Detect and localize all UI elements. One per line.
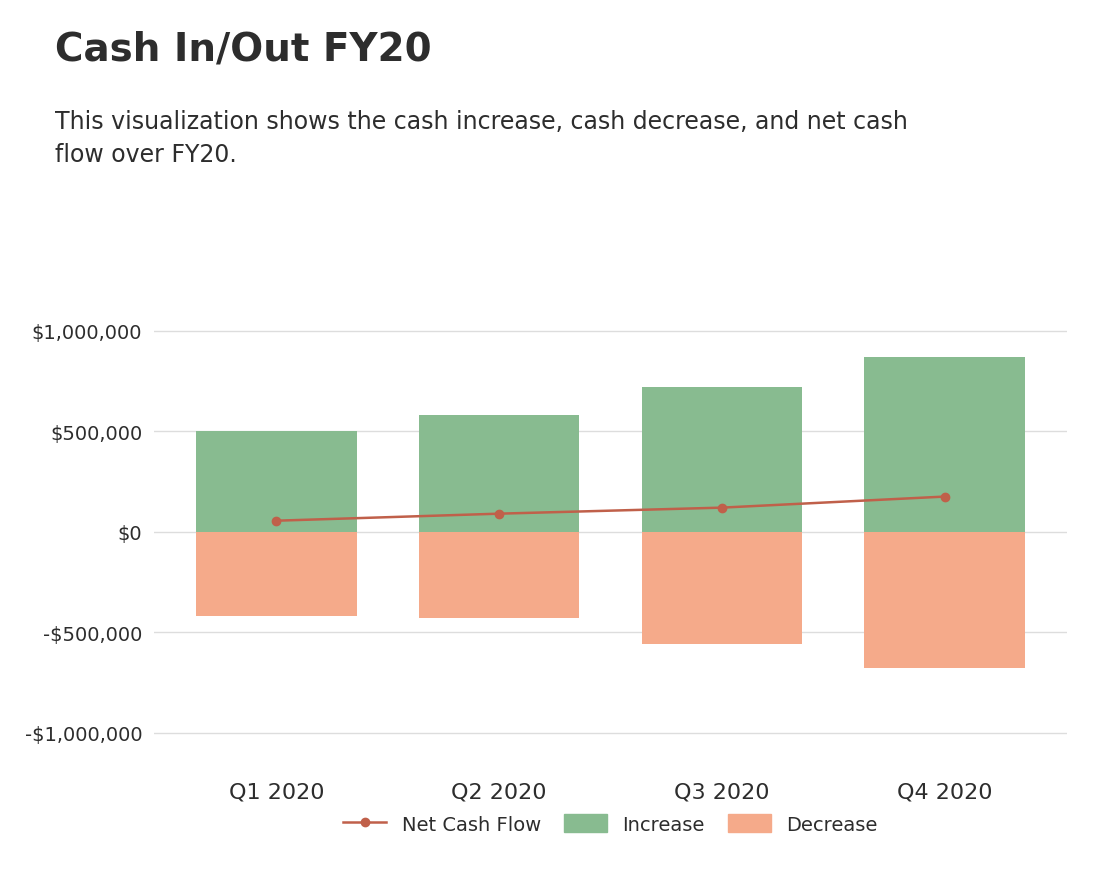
Bar	[865, 532, 1025, 668]
Bar	[641, 388, 802, 532]
Text: Cash In/Out FY20: Cash In/Out FY20	[55, 31, 431, 68]
Bar	[196, 431, 356, 532]
Bar	[865, 358, 1025, 532]
Bar	[641, 532, 802, 645]
Legend: Net Cash Flow, Increase, Decrease: Net Cash Flow, Increase, Decrease	[333, 805, 888, 844]
Bar	[419, 416, 580, 532]
Bar	[196, 532, 356, 617]
Text: This visualization shows the cash increase, cash decrease, and net cash
flow ove: This visualization shows the cash increa…	[55, 110, 907, 167]
Bar	[419, 532, 580, 618]
